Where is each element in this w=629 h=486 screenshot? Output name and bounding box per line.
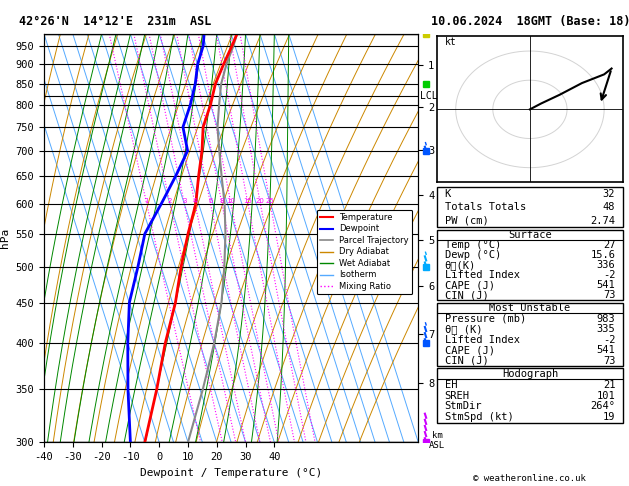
Text: -2: -2	[603, 270, 615, 280]
Text: CAPE (J): CAPE (J)	[445, 280, 494, 290]
Text: 2: 2	[168, 198, 172, 204]
Text: 73: 73	[603, 290, 615, 300]
Text: 541: 541	[596, 280, 615, 290]
Text: Lifted Index: Lifted Index	[445, 335, 520, 345]
Text: CAPE (J): CAPE (J)	[445, 345, 494, 355]
Text: Surface: Surface	[508, 230, 552, 240]
Y-axis label: hPa: hPa	[0, 228, 10, 248]
Text: EH: EH	[445, 380, 457, 390]
Text: km
ASL: km ASL	[429, 431, 445, 451]
Text: LCL: LCL	[420, 91, 438, 102]
Text: 3: 3	[182, 198, 187, 204]
Text: θᴇ(K): θᴇ(K)	[445, 260, 476, 270]
Text: 21: 21	[603, 380, 615, 390]
Text: 48: 48	[603, 202, 615, 212]
Text: 983: 983	[596, 313, 615, 324]
Text: 4: 4	[193, 198, 198, 204]
Text: 73: 73	[603, 356, 615, 365]
Text: 2.74: 2.74	[590, 216, 615, 226]
Text: PW (cm): PW (cm)	[445, 216, 488, 226]
Text: 335: 335	[596, 324, 615, 334]
Text: CIN (J): CIN (J)	[445, 356, 488, 365]
Text: Temp (°C): Temp (°C)	[445, 240, 501, 250]
Text: 8: 8	[220, 198, 224, 204]
Text: Lifted Index: Lifted Index	[445, 270, 520, 280]
Text: 6: 6	[208, 198, 213, 204]
Text: Hodograph: Hodograph	[502, 369, 558, 379]
Text: 25: 25	[266, 198, 275, 204]
Text: K: K	[445, 189, 451, 199]
Text: 264°: 264°	[590, 401, 615, 412]
Text: StmSpd (kt): StmSpd (kt)	[445, 413, 513, 422]
Text: Totals Totals: Totals Totals	[445, 202, 526, 212]
Text: Dewp (°C): Dewp (°C)	[445, 250, 501, 260]
Text: Most Unstable: Most Unstable	[489, 303, 571, 313]
Text: 10.06.2024  18GMT (Base: 18): 10.06.2024 18GMT (Base: 18)	[431, 15, 629, 28]
Text: 10: 10	[226, 198, 235, 204]
X-axis label: Dewpoint / Temperature (°C): Dewpoint / Temperature (°C)	[140, 468, 322, 478]
Text: 15.6: 15.6	[590, 250, 615, 260]
Text: 27: 27	[603, 240, 615, 250]
Text: 32: 32	[603, 189, 615, 199]
Text: 1: 1	[145, 198, 149, 204]
Text: Pressure (mb): Pressure (mb)	[445, 313, 526, 324]
Text: 336: 336	[596, 260, 615, 270]
Legend: Temperature, Dewpoint, Parcel Trajectory, Dry Adiabat, Wet Adiabat, Isotherm, Mi: Temperature, Dewpoint, Parcel Trajectory…	[317, 209, 412, 295]
Text: © weatheronline.co.uk: © weatheronline.co.uk	[473, 474, 586, 483]
Text: 101: 101	[596, 391, 615, 400]
Text: CIN (J): CIN (J)	[445, 290, 488, 300]
Text: 42°26'N  14°12'E  231m  ASL: 42°26'N 14°12'E 231m ASL	[19, 15, 211, 28]
Text: -2: -2	[603, 335, 615, 345]
Text: kt: kt	[445, 37, 456, 47]
Text: SREH: SREH	[445, 391, 470, 400]
Text: 541: 541	[596, 345, 615, 355]
Text: StmDir: StmDir	[445, 401, 482, 412]
Text: 15: 15	[243, 198, 252, 204]
Text: 19: 19	[603, 413, 615, 422]
Text: 20: 20	[256, 198, 265, 204]
Text: θᴇ (K): θᴇ (K)	[445, 324, 482, 334]
